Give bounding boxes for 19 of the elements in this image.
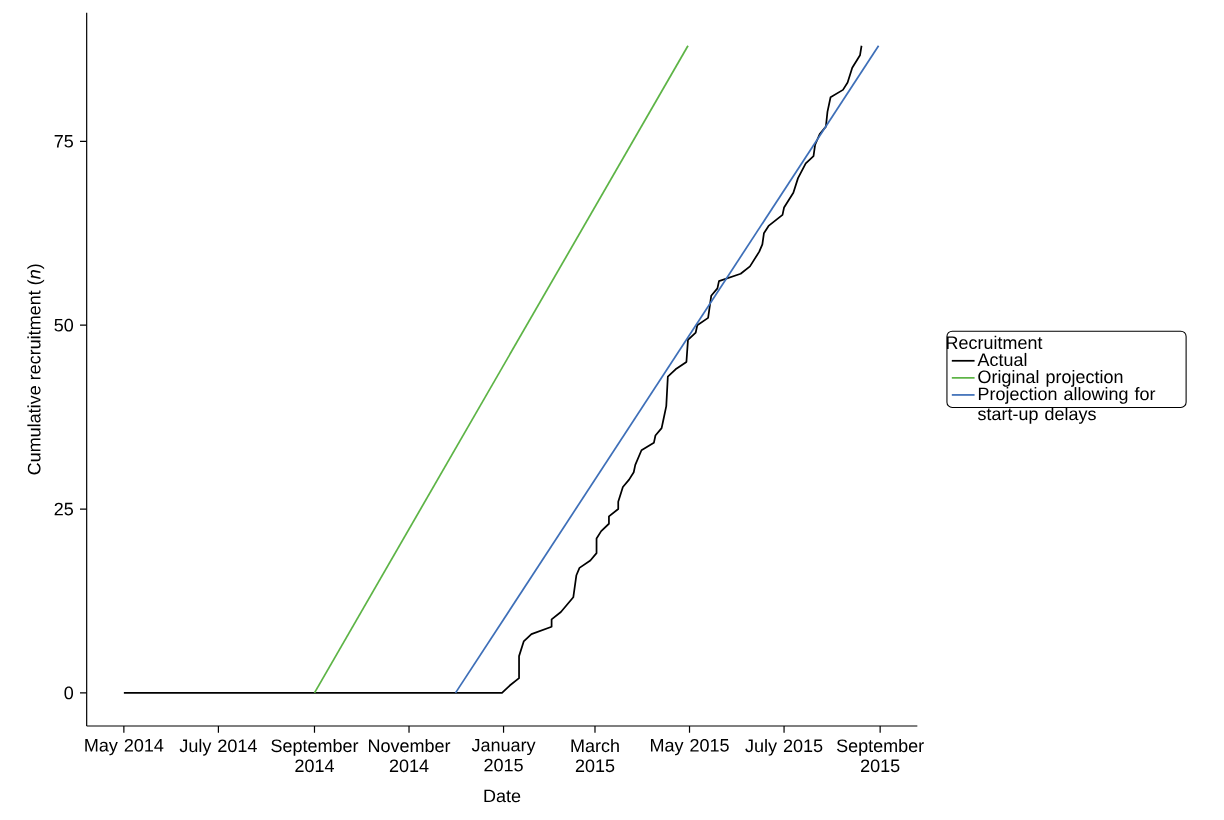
y-axis-title: Cumulative recruitment (n) (27, 264, 45, 475)
x-tick-label: January 2015 (471, 738, 536, 772)
y-tick-label: 0 (64, 686, 74, 700)
legend-label: Actual (977, 352, 1027, 367)
x-tick-label: September 2015 (836, 738, 924, 773)
y-tick-label: 75 (54, 135, 73, 148)
x-tick-label: March 2015 (571, 738, 619, 773)
x-tick-label: November 2014 (368, 738, 451, 773)
x-tick-label: May 2014 (85, 738, 164, 756)
x-tick-label: July 2015 (745, 738, 823, 756)
x-tick-label: July 2014 (179, 738, 257, 756)
y-tick-label: 50 (54, 318, 74, 332)
legend-label: Projection allowing for start-up delays (977, 387, 1156, 424)
x-tick-label: May 2015 (650, 738, 729, 756)
x-tick-label: September 2014 (271, 738, 359, 773)
y-tick-label: 25 (54, 502, 73, 516)
x-axis-title: Date (484, 789, 521, 803)
legend-label: Original projection (978, 369, 1123, 387)
legend-title: Recruitment (946, 335, 1043, 350)
